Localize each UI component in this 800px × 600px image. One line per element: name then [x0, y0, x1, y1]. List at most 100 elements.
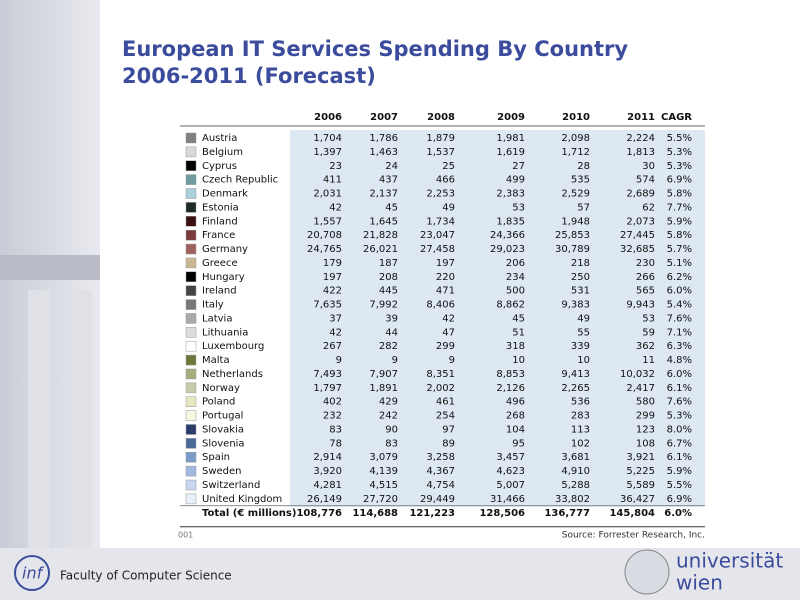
country-name: Latvia [202, 313, 232, 324]
country-name: Malta [202, 355, 230, 366]
column-header: 2007 [370, 112, 398, 123]
table-cell: 1,813 [626, 147, 655, 158]
table-cell: 496 [506, 397, 525, 408]
total-cell: 6.0% [664, 508, 692, 519]
total-cell: 114,688 [352, 508, 398, 519]
table-cell: 24,765 [307, 244, 342, 255]
column-header: 2008 [427, 112, 455, 123]
table-cell: 24,366 [490, 230, 525, 241]
table-cell: 5.3% [667, 411, 692, 422]
table-cell: 2,529 [561, 189, 590, 200]
table-cell: 6.7% [667, 438, 692, 449]
table-cell: 29,449 [420, 494, 455, 505]
table-cell: 2,098 [561, 133, 590, 144]
table-cell: 471 [436, 286, 455, 297]
table-cell: 254 [436, 411, 455, 422]
table-cell: 1,619 [496, 147, 525, 158]
table-cell: 27,458 [420, 244, 455, 255]
country-name: Lithuania [202, 327, 248, 338]
table-cell: 24 [385, 161, 398, 172]
table-cell: 5.9% [667, 216, 692, 227]
row-swatch [185, 424, 197, 435]
table-cell: 8,853 [496, 369, 525, 380]
table-cell: 55 [577, 327, 590, 338]
row-swatch [185, 271, 197, 283]
row-swatch [185, 493, 197, 505]
country-name: Denmark [202, 189, 248, 200]
column-header: CAGR [661, 112, 692, 123]
table-cell: 437 [379, 175, 398, 186]
table-cell: 5.8% [667, 230, 692, 241]
table-cell: 283 [571, 411, 590, 422]
logo-ring [14, 555, 50, 591]
table-cell: 5,288 [561, 480, 590, 491]
table-cell: 2,031 [313, 189, 342, 200]
table-cell: 4,910 [561, 466, 590, 477]
table-cell: 59 [642, 327, 655, 338]
country-name: Poland [202, 397, 235, 408]
country-name: Ireland [202, 286, 237, 297]
table-cell: 6.9% [667, 494, 692, 505]
row-swatch [185, 340, 197, 352]
table-cell: 31,466 [490, 494, 525, 505]
table-cell: 6.3% [667, 341, 692, 352]
table-cell: 1,981 [496, 133, 525, 144]
country-name: Portugal [202, 411, 243, 422]
table-cell: 3,457 [496, 452, 525, 463]
row-swatch [185, 382, 197, 394]
country-name: Czech Republic [202, 175, 278, 186]
table-cell: 461 [436, 397, 455, 408]
table-cell: 232 [323, 411, 342, 422]
table-cell: 42 [329, 202, 342, 213]
table-cell: 83 [329, 424, 342, 435]
country-name: Austria [202, 133, 237, 144]
table-cell: 5.7% [667, 244, 692, 255]
table-cell: 53 [512, 202, 525, 213]
table-cell: 4,515 [369, 480, 398, 491]
row-swatch [185, 285, 197, 296]
slide-title: European IT Services Spending By Country [122, 37, 628, 61]
table-cell: 250 [571, 272, 590, 283]
table-cell: 1,891 [369, 383, 398, 394]
row-swatch [185, 132, 197, 144]
row-swatch [185, 229, 197, 241]
table-cell: 104 [506, 424, 525, 435]
table-cell: 27,445 [620, 230, 655, 241]
country-name: United Kingdom [202, 494, 282, 505]
table-cell: 1,537 [426, 147, 455, 158]
table-cell: 580 [636, 397, 655, 408]
table-cell: 123 [636, 424, 655, 435]
table-cell: 49 [577, 313, 590, 324]
table-cell: 7,992 [369, 300, 398, 311]
table-cell: 23 [329, 161, 342, 172]
left-note: 001 [178, 530, 193, 539]
table-cell: 339 [571, 341, 590, 352]
table-cell: 32,685 [620, 244, 655, 255]
country-name: Finland [202, 216, 238, 227]
table-cell: 42 [329, 327, 342, 338]
table-cell: 89 [442, 438, 455, 449]
table-cell: 234 [506, 272, 525, 283]
table-cell: 9 [392, 355, 398, 366]
table-cell: 268 [506, 411, 525, 422]
table-cell: 187 [379, 258, 398, 269]
total-cell: 108,776 [296, 508, 342, 519]
table-cell: 102 [571, 438, 590, 449]
row-swatch [185, 368, 197, 380]
building-frieze [0, 255, 100, 280]
table-cell: 1,397 [313, 147, 342, 158]
table-cell: 2,417 [626, 383, 655, 394]
source-note: Source: Forrester Research, Inc. [562, 530, 705, 540]
table-cell: 208 [379, 272, 398, 283]
table-cell: 6.9% [667, 175, 692, 186]
row-swatch [185, 479, 197, 491]
country-name: Estonia [202, 202, 239, 213]
table-cell: 2,914 [313, 452, 342, 463]
university-name: universität [676, 549, 783, 573]
faculty-name: Faculty of Computer Science [60, 569, 232, 583]
total-cell: 121,223 [409, 508, 455, 519]
table-cell: 7,635 [313, 300, 342, 311]
table-cell: 25,853 [555, 230, 590, 241]
table-cell: 6.2% [667, 272, 692, 283]
table-cell: 8,862 [496, 300, 525, 311]
